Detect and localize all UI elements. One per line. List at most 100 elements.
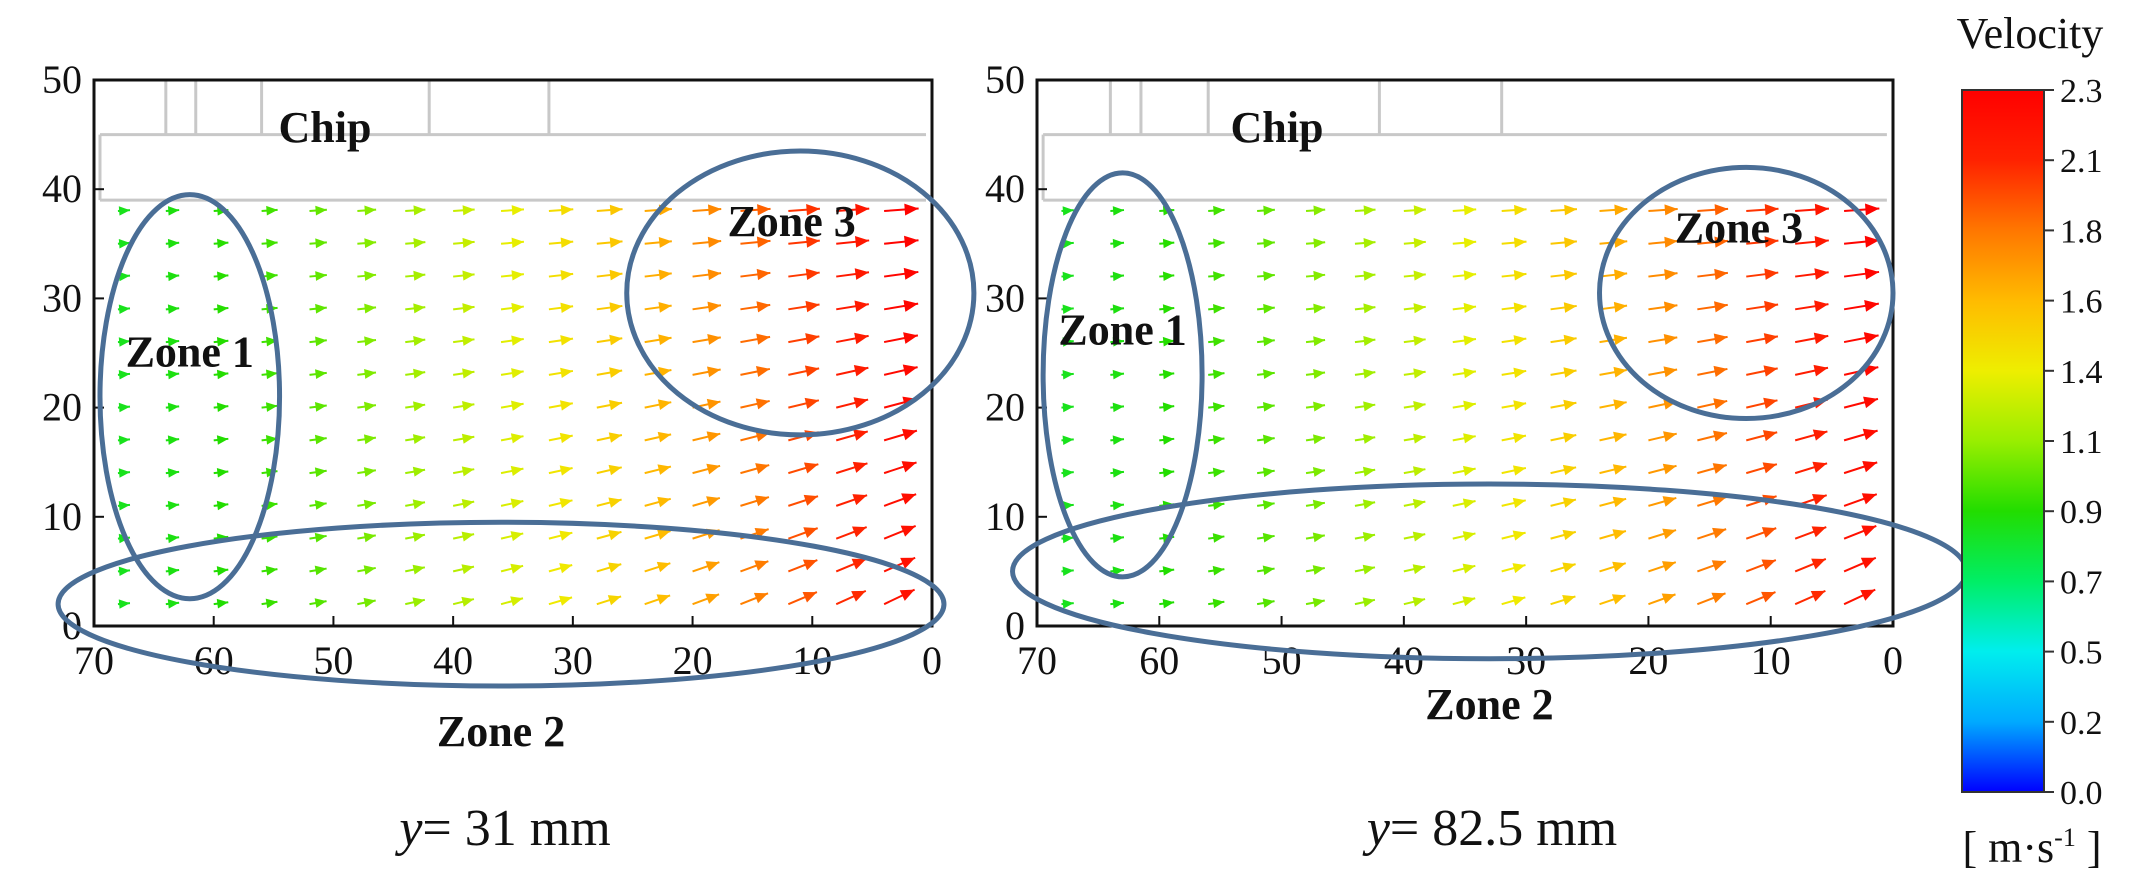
velocity-arrowhead	[1112, 304, 1124, 314]
colorbar-tick-label: 1.4	[2060, 354, 2103, 391]
velocity-arrowhead	[559, 432, 573, 444]
velocity-arrowhead	[461, 531, 475, 542]
velocity-arrowhead	[167, 599, 180, 609]
velocity-arrowhead	[706, 496, 720, 507]
velocity-arrowhead	[216, 304, 229, 314]
velocity-arrowhead	[167, 369, 180, 380]
velocity-arrowhead	[1712, 463, 1727, 474]
velocity-arrowhead	[803, 494, 819, 506]
velocity-arrowhead	[1413, 368, 1426, 379]
velocity-arrowhead	[657, 431, 672, 443]
velocity-arrowhead	[511, 205, 524, 216]
velocity-arrowhead	[755, 365, 770, 378]
velocity-arrowhead	[216, 336, 229, 347]
velocity-arrowhead	[1212, 565, 1225, 576]
velocity-arrowhead	[1162, 467, 1175, 478]
velocity-arrowhead	[1663, 431, 1677, 442]
velocity-arrowhead	[1862, 461, 1878, 473]
velocity-arrowhead	[1512, 595, 1526, 606]
velocity-arrowhead	[1812, 494, 1827, 506]
velocity-arrowhead	[609, 334, 623, 346]
velocity-arrowhead	[511, 335, 524, 346]
zone-2-ellipse	[55, 519, 947, 689]
velocity-arrowhead	[1062, 304, 1074, 314]
velocity-arrowhead	[118, 271, 130, 282]
velocity-arrowhead	[706, 463, 721, 475]
velocity-arrowhead	[1563, 367, 1577, 378]
velocity-arrowhead	[1714, 236, 1729, 248]
y-tick-label: 20	[985, 385, 1025, 430]
y-tick-label: 30	[42, 275, 82, 320]
velocity-arrowhead	[412, 532, 425, 542]
velocity-arrowhead	[266, 271, 278, 281]
velocity-arrowhead	[1563, 302, 1577, 313]
velocity-arrowhead	[1512, 563, 1526, 574]
velocity-arrowhead	[1263, 369, 1275, 379]
velocity-arrowhead	[510, 400, 524, 411]
velocity-arrowhead	[756, 333, 771, 345]
velocity-arrowhead	[656, 561, 671, 573]
velocity-arrowhead	[1263, 205, 1275, 216]
velocity-arrowhead	[315, 238, 327, 249]
velocity-arrowhead	[1162, 336, 1175, 347]
velocity-arrowhead	[756, 268, 771, 281]
velocity-arrowhead	[1811, 526, 1827, 538]
velocity-arrowhead	[1764, 203, 1779, 216]
velocity-arrowhead	[511, 302, 524, 314]
velocity-arrowhead	[1112, 500, 1124, 511]
velocity-arrowhead	[1811, 558, 1826, 570]
velocity-arrowhead	[1764, 268, 1779, 280]
velocity-arrowhead	[1062, 468, 1074, 478]
velocity-arrowhead	[1412, 596, 1426, 607]
velocity-arrowhead	[118, 501, 130, 511]
velocity-arrowhead	[1462, 498, 1476, 509]
panel-1-chip-label: Chip	[279, 103, 372, 152]
x-tick-label: 50	[313, 638, 353, 683]
velocity-arrowhead	[216, 500, 229, 511]
velocity-arrowhead	[1262, 500, 1275, 510]
velocity-arrowhead	[1562, 529, 1576, 541]
velocity-arrowhead	[1613, 399, 1627, 410]
velocity-arrowhead	[1363, 205, 1376, 216]
velocity-arrowhead	[1814, 235, 1829, 248]
velocity-arrowhead	[1062, 402, 1074, 413]
velocity-arrowhead	[167, 468, 180, 478]
velocity-arrowhead	[1162, 271, 1175, 282]
velocity-arrowhead	[412, 564, 425, 575]
velocity-arrowhead	[1262, 598, 1275, 608]
velocity-arrowhead	[510, 563, 524, 574]
velocity-arrowhead	[1062, 369, 1074, 380]
velocity-arrowhead	[1612, 496, 1627, 508]
velocity-arrowhead	[462, 335, 475, 346]
velocity-arrowhead	[1761, 591, 1776, 603]
y-tick-label: 10	[42, 494, 82, 539]
velocity-arrowhead	[1463, 400, 1476, 411]
velocity-arrowhead	[1864, 300, 1879, 312]
velocity-arrowhead	[1213, 304, 1225, 314]
velocity-arrowhead	[900, 525, 916, 537]
velocity-arrowhead	[364, 238, 377, 249]
velocity-arrowhead	[265, 565, 278, 576]
velocity-arrowhead	[608, 464, 622, 476]
velocity-arrowhead	[608, 399, 623, 411]
zone-1-ellipse	[1040, 170, 1205, 580]
velocity-arrowhead	[315, 369, 327, 380]
velocity-arrowhead	[1463, 205, 1477, 216]
velocity-arrowhead	[1112, 533, 1124, 544]
velocity-arrowhead	[412, 597, 425, 608]
velocity-arrowhead	[1263, 271, 1275, 281]
velocity-arrowhead	[1463, 335, 1476, 346]
panel-2-y-ticks: 0 10 20 30 40 50	[985, 57, 1047, 648]
velocity-arrowhead	[118, 599, 130, 609]
velocity-arrowhead	[1714, 204, 1729, 216]
colorbar-tick-label: 2.1	[2060, 143, 2103, 180]
velocity-arrowhead	[1162, 598, 1175, 609]
velocity-arrowhead	[1712, 495, 1727, 507]
velocity-arrowhead	[853, 429, 868, 441]
velocity-arrowhead	[1562, 562, 1576, 573]
velocity-arrowhead	[609, 367, 623, 378]
velocity-arrowhead	[510, 498, 524, 509]
velocity-arrowhead	[802, 591, 817, 603]
velocity-arrowhead	[1714, 268, 1728, 281]
